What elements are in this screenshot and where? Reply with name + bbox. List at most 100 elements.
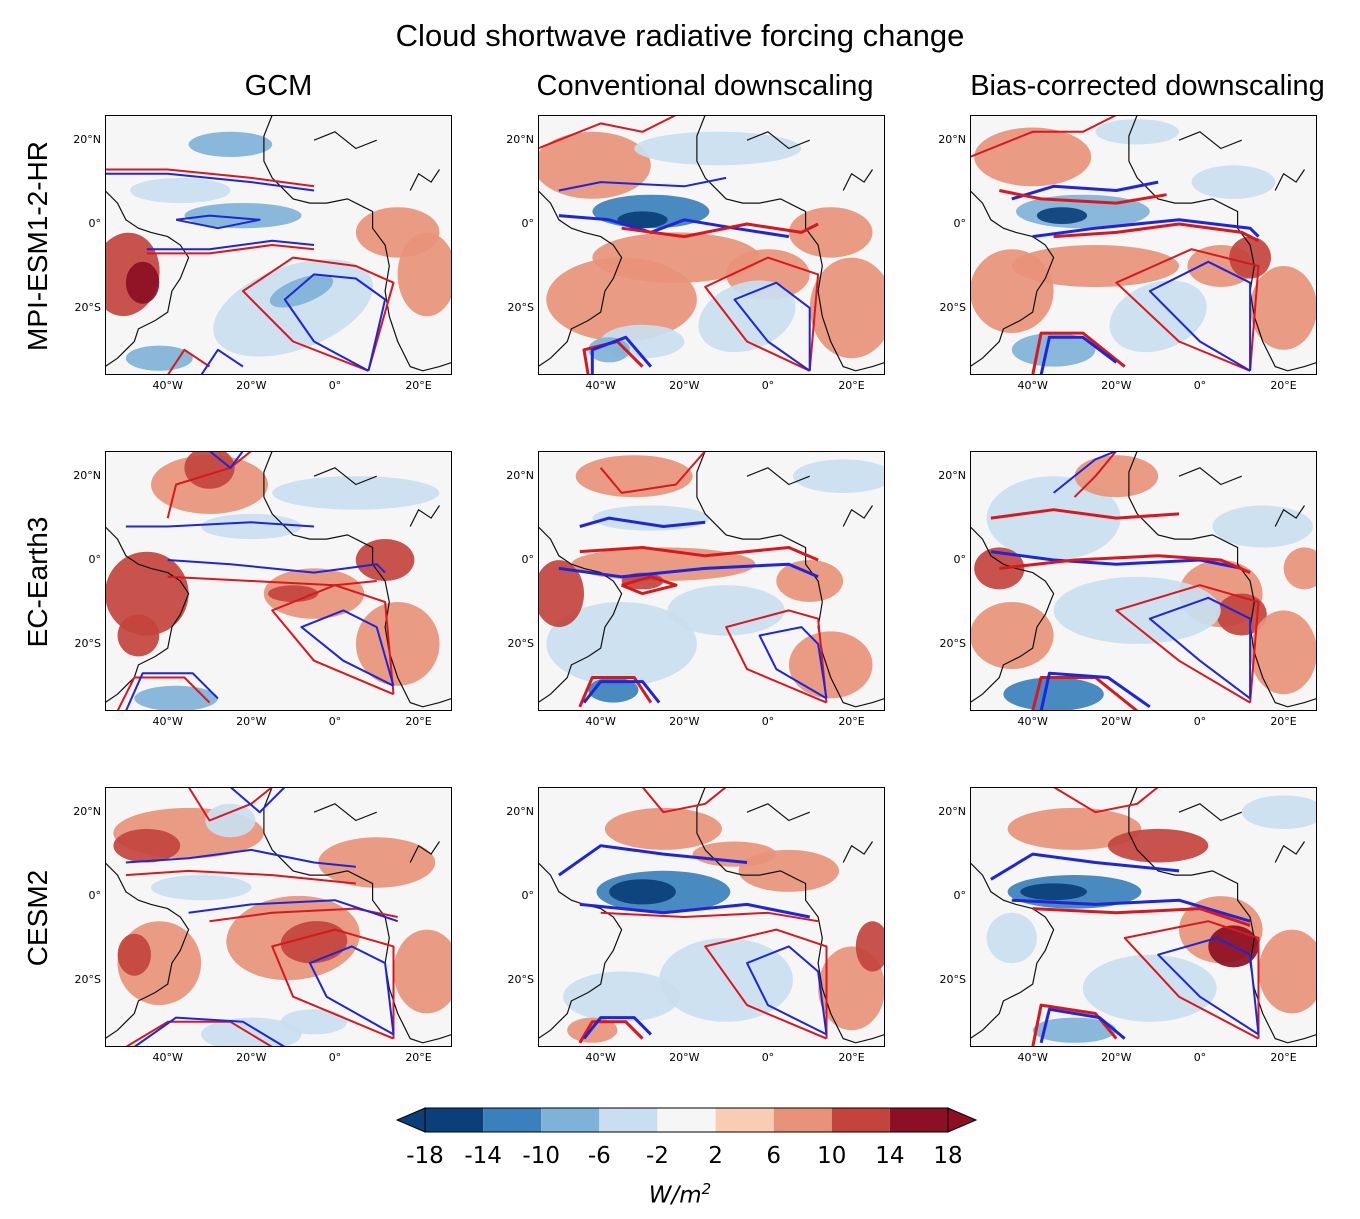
coastline <box>970 862 1055 1040</box>
map-frame <box>970 787 1317 1047</box>
coastline <box>538 862 623 1040</box>
contour-future <box>188 899 399 923</box>
anomaly-patch <box>617 211 668 229</box>
lon-label: 40°W <box>152 1051 183 1064</box>
map-panel-r2-c1 <box>105 451 452 711</box>
lat-label: 20°S <box>74 300 101 314</box>
contour-future <box>990 550 1242 570</box>
colorbar-tick-label: 2 <box>708 1143 723 1169</box>
anomaly-patch <box>855 921 885 972</box>
anomaly-patch <box>546 257 697 342</box>
lat-label: 0° <box>521 553 535 567</box>
anomaly-patch <box>1283 547 1317 590</box>
lon-label: 20°E <box>405 715 432 728</box>
colorbar-segment <box>657 1108 716 1132</box>
map-frame <box>970 451 1317 711</box>
contour-future <box>582 680 661 704</box>
lon-label: 0° <box>761 379 775 392</box>
colorbar-segment <box>425 1108 484 1132</box>
map-frame <box>970 115 1317 375</box>
contour-present <box>621 575 678 596</box>
lon-label: 20°E <box>1270 715 1297 728</box>
contour-future <box>167 559 386 574</box>
column-title-gcm: GCM <box>244 70 313 102</box>
contour-future <box>1148 260 1252 372</box>
contour-present <box>641 787 727 814</box>
lon-label: 40°W <box>1017 379 1048 392</box>
contour-present <box>1031 676 1139 711</box>
anomaly-patch <box>117 933 151 976</box>
coastline <box>1128 787 1317 1044</box>
colorbar-tick-label: 10 <box>817 1143 847 1169</box>
contour-present <box>1115 584 1260 704</box>
contour-present <box>999 554 1251 574</box>
lon-label: 20°W <box>1101 379 1132 392</box>
lat-label: 20°N <box>938 133 966 147</box>
anomaly-patch <box>667 585 785 636</box>
column-title-conventional: Conventional downscaling <box>536 70 874 102</box>
anomaly-patch <box>272 476 440 510</box>
anomaly-patch <box>538 560 584 628</box>
anomaly-patch <box>1032 1017 1117 1043</box>
lat-label: 0° <box>953 889 967 903</box>
anomaly-patch <box>563 971 681 1022</box>
colorbar-segment <box>889 1108 948 1132</box>
coastline <box>842 169 873 191</box>
lon-label: 0° <box>761 1051 775 1064</box>
anomaly-patch <box>397 232 452 317</box>
contour-future <box>300 609 395 687</box>
anomaly-patch <box>793 459 885 493</box>
anomaly-patch <box>1095 119 1179 145</box>
coastline <box>696 451 885 708</box>
lat-label: 20°S <box>74 636 101 650</box>
lat-label: 20°S <box>939 300 966 314</box>
row-label-cesm: CESM2 <box>22 869 53 967</box>
lon-label: 0° <box>1193 715 1207 728</box>
contour-present <box>187 787 273 822</box>
lon-label: 20°E <box>405 1051 432 1064</box>
coastline <box>105 190 190 368</box>
lon-label: 40°W <box>1017 715 1048 728</box>
contour-present <box>116 676 211 711</box>
anomaly-patch <box>1020 883 1087 901</box>
contour-present <box>166 348 211 375</box>
anomaly-patch <box>1011 245 1179 287</box>
anomaly-patch <box>1107 828 1209 863</box>
lon-label: 0° <box>328 379 342 392</box>
colorbar-segment <box>773 1108 832 1132</box>
contour-present <box>600 911 819 923</box>
anomaly-patch <box>1241 795 1317 829</box>
anomaly-patch <box>986 912 1037 964</box>
coastline <box>970 190 1055 368</box>
contour-future <box>558 562 819 579</box>
anomaly-patch <box>188 131 273 157</box>
coastline <box>313 467 377 486</box>
lon-label: 20°E <box>838 1051 865 1064</box>
lat-label: 20°S <box>939 972 966 986</box>
anomaly-patch <box>738 849 839 892</box>
contour-future <box>283 273 387 372</box>
lat-label: 0° <box>953 553 967 567</box>
contour-present <box>1053 787 1159 814</box>
contour-present <box>704 256 820 372</box>
lon-label: 20°W <box>1101 715 1132 728</box>
contour-present <box>146 244 315 255</box>
lon-label: 20°W <box>669 715 700 728</box>
colorbar-tick-label: 18 <box>933 1143 963 1169</box>
contour-present <box>970 115 1117 158</box>
colorbar-unit: W/m2 <box>648 1180 712 1209</box>
lon-label: 20°W <box>236 1051 267 1064</box>
coastline <box>746 467 810 486</box>
lat-label: 20°S <box>507 300 534 314</box>
figure-title: Cloud shortwave radiative forcing change <box>395 18 965 53</box>
anomaly-patch <box>280 1009 348 1035</box>
contour-future <box>582 1016 652 1040</box>
coastline <box>1274 169 1305 191</box>
anomaly-patch <box>986 476 1121 560</box>
contour-present <box>990 508 1180 520</box>
anomaly-patch <box>393 929 452 1014</box>
contour-future <box>308 945 395 1036</box>
coastline <box>1178 803 1242 822</box>
map-frame <box>105 787 452 1047</box>
colorbar <box>395 1107 978 1133</box>
